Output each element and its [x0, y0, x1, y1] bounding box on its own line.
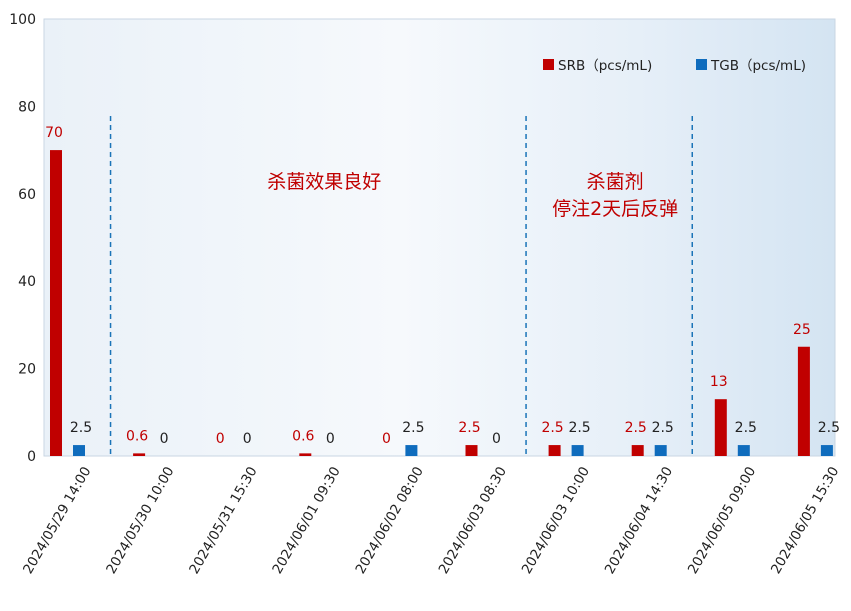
x-tick-label: 2024/05/30 10:00 [103, 464, 177, 577]
annotation-text: 停注2天后反弹 [552, 198, 678, 220]
data-label: 0 [160, 431, 169, 447]
y-tick-label: 80 [18, 99, 36, 115]
data-label: 0.6 [292, 428, 314, 444]
x-tick-label: 2024/05/29 14:00 [20, 464, 94, 577]
y-tick-label: 60 [18, 187, 36, 203]
data-label: 70 [45, 125, 63, 141]
bar-tgb [571, 445, 584, 456]
data-label: 0 [492, 431, 501, 447]
legend-swatch [543, 59, 554, 70]
data-label: 2.5 [402, 420, 424, 436]
x-tick-label: 2024/06/02 08:00 [352, 464, 426, 577]
data-label: 2.5 [541, 420, 563, 436]
bar-srb [299, 453, 312, 456]
data-label: 2.5 [568, 420, 590, 436]
data-label: 0.6 [126, 428, 148, 444]
bar-srb [631, 445, 644, 456]
y-tick-label: 100 [9, 12, 36, 28]
data-label: 0 [243, 431, 252, 447]
x-tick-label: 2024/06/04 14:30 [602, 464, 676, 577]
y-tick-label: 20 [18, 362, 36, 378]
bar-tgb [405, 445, 418, 456]
legend-label: SRB（pcs/mL) [558, 58, 652, 74]
x-tick-label: 2024/06/03 08:30 [436, 464, 510, 577]
data-label: 2.5 [735, 420, 757, 436]
data-label: 2.5 [818, 420, 840, 436]
y-tick-label: 40 [18, 274, 36, 290]
data-label: 2.5 [625, 420, 647, 436]
data-label: 2.5 [458, 420, 480, 436]
data-label: 2.5 [652, 420, 674, 436]
x-tick-label: 2024/06/05 15:30 [768, 464, 842, 577]
bar-srb [465, 445, 478, 456]
bar-tgb [654, 445, 667, 456]
bar-srb [797, 346, 810, 456]
data-label: 0 [216, 431, 225, 447]
bar-srb [133, 453, 146, 456]
annotation-text: 杀菌效果良好 [267, 171, 381, 193]
bar-tgb [820, 445, 833, 456]
bar-tgb [73, 445, 85, 456]
bar-srb [50, 150, 62, 456]
bar-srb [548, 445, 561, 456]
x-tick-label: 2024/06/05 09:00 [685, 464, 759, 577]
plot-background [43, 18, 836, 457]
data-label: 13 [710, 374, 728, 390]
data-label: 0 [382, 431, 391, 447]
y-tick-label: 0 [27, 449, 36, 465]
bar-tgb [737, 445, 750, 456]
data-label: 0 [326, 431, 335, 447]
x-tick-label: 2024/06/01 09:30 [269, 464, 343, 577]
data-label: 2.5 [70, 420, 92, 436]
annotation-text: 杀菌剂 [587, 171, 644, 193]
legend-swatch [696, 59, 707, 70]
x-tick-label: 2024/05/31 15:30 [186, 464, 260, 577]
data-label: 25 [793, 322, 811, 338]
bar-srb [714, 399, 727, 456]
x-tick-label: 2024/06/03 10:00 [519, 464, 593, 577]
legend-label: TGB（pcs/mL) [710, 58, 806, 74]
